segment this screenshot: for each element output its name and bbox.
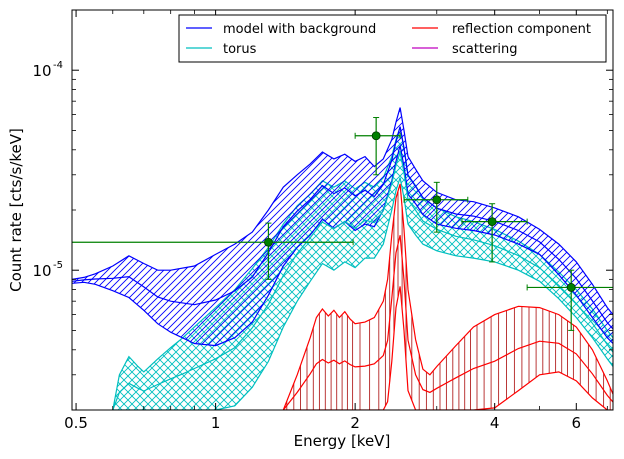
data-point-marker xyxy=(566,283,576,292)
torus-band xyxy=(112,127,613,410)
y-axis-label: Count rate [cts/s/keV] xyxy=(7,128,25,292)
legend-label-torus: torus xyxy=(223,42,257,57)
data-point xyxy=(461,203,528,263)
legend-label-scattering: scattering xyxy=(452,42,518,57)
y-tick-label-exponent: -4 xyxy=(53,60,63,71)
axes: 0.5 1 2 4 610-510-4 xyxy=(32,9,613,432)
y-tick-label-exponent: -5 xyxy=(53,260,63,271)
legend-label-model-with-background: model with background xyxy=(223,22,376,37)
data-point xyxy=(72,222,354,280)
x-tick-label: 0.5 xyxy=(64,414,88,432)
x-axis-label: Energy [keV] xyxy=(294,432,391,450)
x-tick-label: 1 xyxy=(211,414,221,432)
data-point-marker xyxy=(432,195,442,205)
x-tick-label: 4 xyxy=(490,414,500,432)
data-point-marker xyxy=(264,237,273,247)
legend: model with background torus reflection c… xyxy=(178,14,607,63)
data-point xyxy=(403,181,469,233)
legend-box xyxy=(178,14,607,63)
reflection-component-mid-line xyxy=(282,235,613,410)
x-tick-label: 2 xyxy=(350,414,360,432)
model-with-background-band xyxy=(72,107,613,346)
data-point xyxy=(526,269,613,331)
legend-label-reflection-component: reflection component xyxy=(452,22,591,37)
reflection-component-lower-line xyxy=(283,286,613,410)
model-with-background-upper-line xyxy=(72,107,613,315)
data-point xyxy=(354,117,401,176)
y-tick-label: 10 xyxy=(32,62,51,80)
torus-lower-line xyxy=(112,177,613,410)
data-point-marker xyxy=(371,131,381,141)
model-with-background-mid-line xyxy=(72,126,613,330)
plot-content xyxy=(72,107,613,410)
y-tick-label: 10 xyxy=(32,262,51,280)
data-point-marker xyxy=(487,217,497,226)
model-with-background-lower-line xyxy=(72,145,613,347)
torus-mid-line xyxy=(112,152,613,410)
reflection-component-upper-line xyxy=(282,183,613,410)
x-tick-label: 6 xyxy=(572,414,582,432)
